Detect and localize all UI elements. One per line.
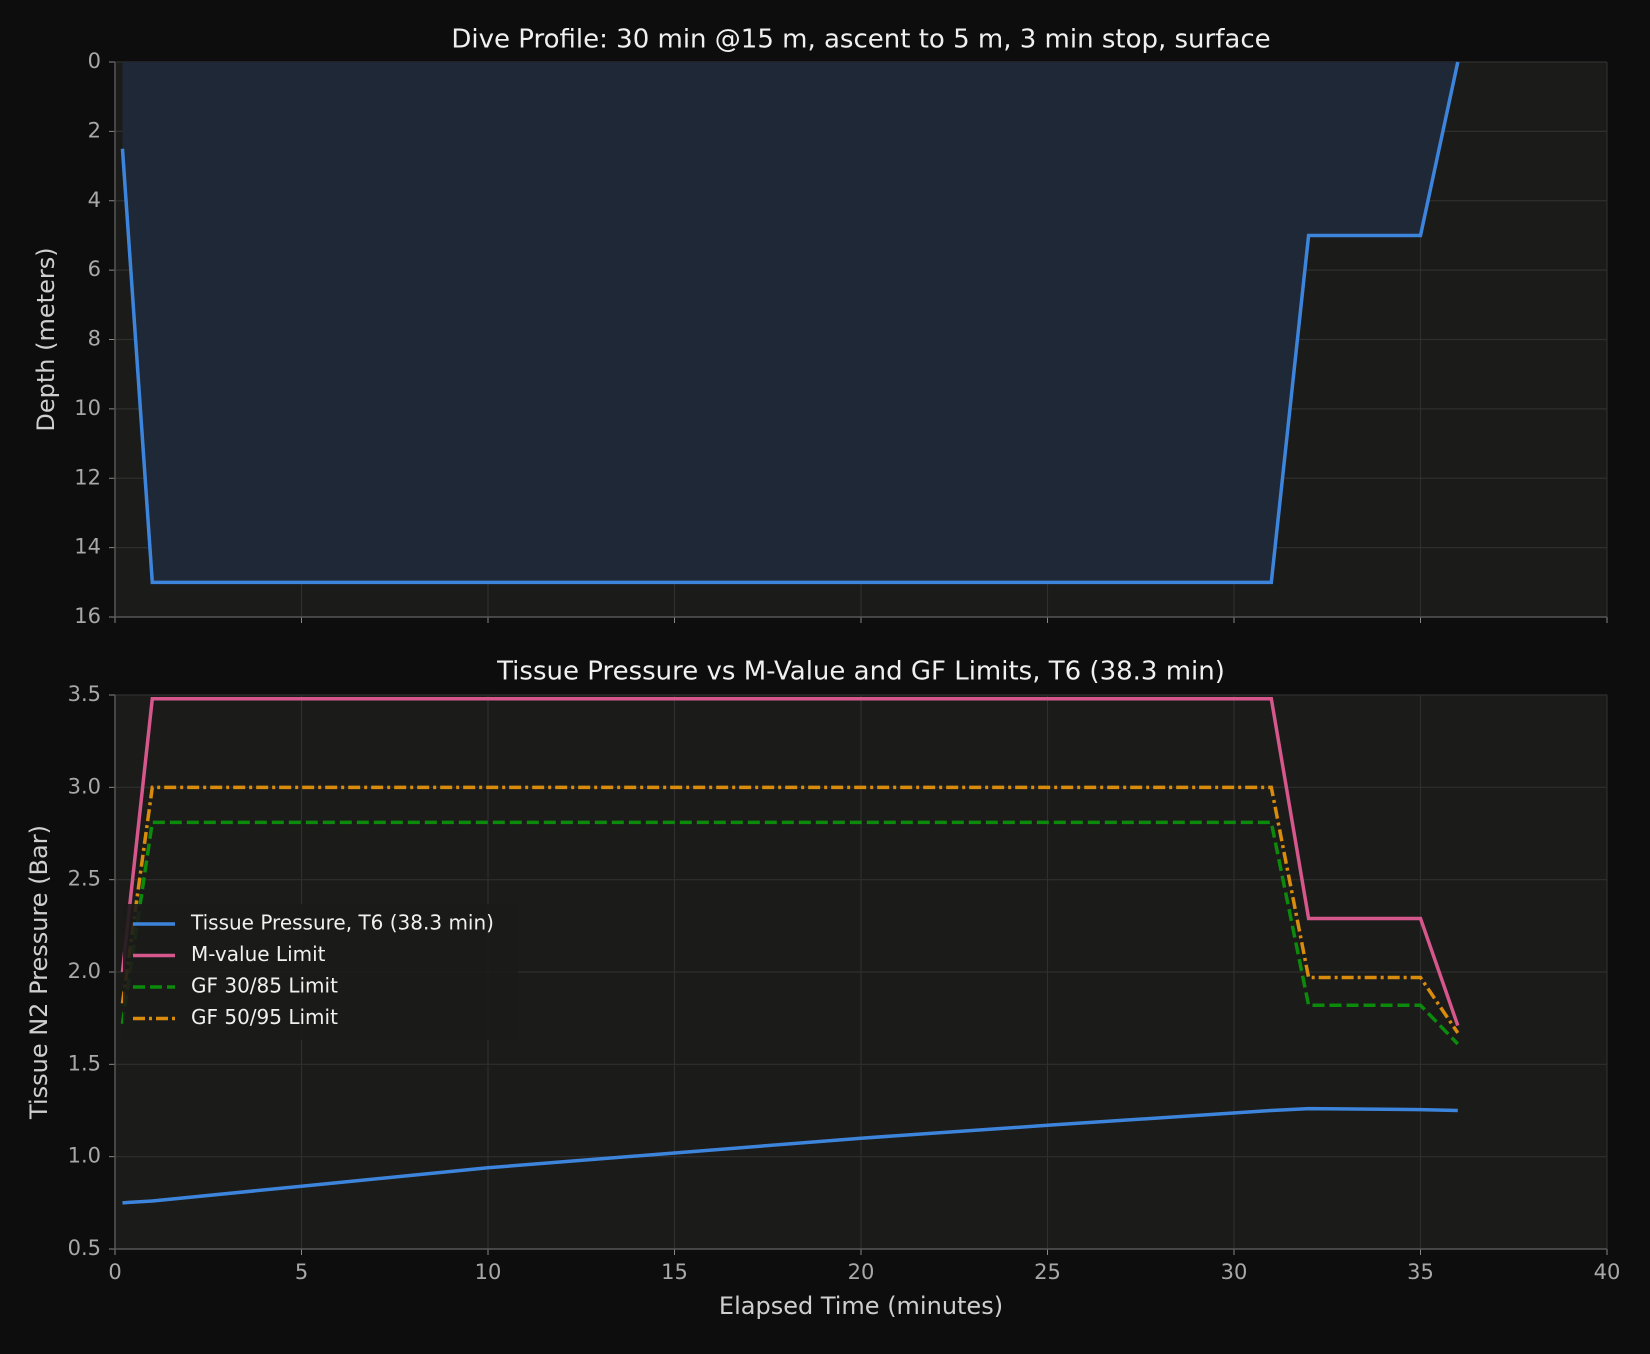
- y-tick-label: 14: [74, 535, 101, 559]
- y-tick-label: 4: [88, 188, 101, 212]
- legend-box: [123, 904, 518, 1040]
- y-tick-label: 3.5: [68, 682, 101, 706]
- area-fill: [122, 62, 1458, 583]
- y-tick-label: 8: [88, 327, 101, 351]
- x-axis-label: Elapsed Time (minutes): [719, 1292, 1003, 1320]
- legend-label: GF 30/85 Limit: [191, 974, 338, 998]
- x-tick-label: 10: [475, 1260, 502, 1284]
- y-axis-label: Depth (meters): [32, 247, 60, 431]
- chart-title: Tissue Pressure vs M-Value and GF Limits…: [496, 657, 1225, 687]
- x-tick-label: 20: [848, 1260, 875, 1284]
- y-tick-label: 2.5: [68, 867, 101, 891]
- chart-title: Dive Profile: 30 min @15 m, ascent to 5 …: [451, 25, 1270, 55]
- y-tick-label: 6: [88, 257, 101, 281]
- y-tick-label: 2: [88, 118, 101, 142]
- x-tick-label: 35: [1407, 1260, 1434, 1284]
- x-tick-label: 40: [1594, 1260, 1621, 1284]
- series-line: [122, 1106, 1458, 1205]
- legend-label: M-value Limit: [191, 942, 326, 966]
- x-tick-label: 15: [661, 1260, 688, 1284]
- series-line: [120, 820, 1460, 1046]
- legend-label: Tissue Pressure, T6 (38.3 min): [190, 911, 494, 935]
- series-line: [120, 696, 1460, 1027]
- y-tick-label: 16: [74, 604, 101, 628]
- y-tick-label: 1.0: [68, 1144, 101, 1168]
- legend-label: GF 50/95 Limit: [191, 1005, 338, 1029]
- y-tick-label: 12: [74, 465, 101, 489]
- x-tick-label: 25: [1034, 1260, 1061, 1284]
- y-tick-label: 2.0: [68, 959, 101, 983]
- y-tick-label: 1.5: [68, 1051, 101, 1075]
- y-tick-label: 10: [74, 396, 101, 420]
- x-tick-label: 5: [295, 1260, 308, 1284]
- y-tick-label: 0.5: [68, 1236, 101, 1260]
- y-tick-label: 3.0: [68, 774, 101, 798]
- x-tick-label: 0: [108, 1260, 121, 1284]
- x-tick-label: 30: [1221, 1260, 1248, 1284]
- depth-line: [120, 61, 1460, 585]
- y-tick-label: 0: [88, 49, 101, 73]
- series-line: [120, 785, 1460, 1034]
- y-axis-label: Tissue N2 Pressure (Bar): [25, 825, 53, 1120]
